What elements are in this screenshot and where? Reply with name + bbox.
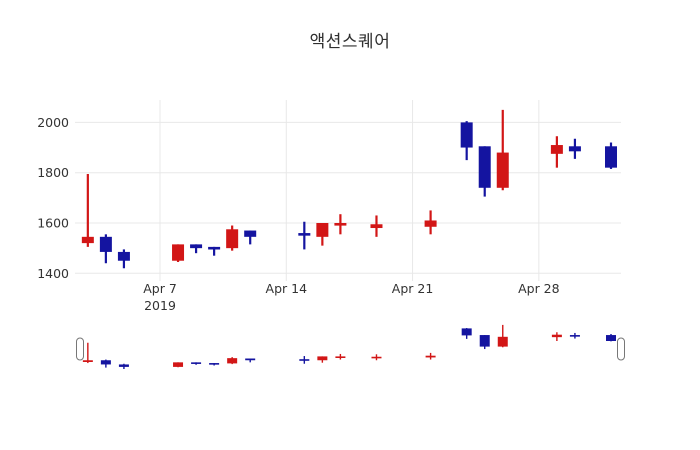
svg-text:Apr 7: Apr 7 [143,281,177,296]
rangeslider-candles [82,324,616,369]
svg-text:1800: 1800 [37,165,69,180]
svg-text:2019: 2019 [144,298,176,313]
rangeslider-left-handle[interactable] [76,337,84,361]
gridlines [75,100,621,281]
svg-text:Apr 28: Apr 28 [518,281,560,296]
plot-area[interactable] [75,100,621,281]
y-axis-labels: 1400 1600 1800 2000 [37,115,69,281]
rangeslider-right-handle[interactable] [617,337,625,361]
main-candles [81,109,617,269]
svg-text:Apr 21: Apr 21 [392,281,434,296]
rangeslider-track[interactable] [75,326,621,372]
svg-text:Apr 14: Apr 14 [266,281,308,296]
svg-text:2000: 2000 [37,115,69,130]
chart-title: 액션스퀘어 [309,32,391,52]
svg-text:1400: 1400 [37,266,69,281]
x-axis-labels: Apr 7 2019 Apr 14 Apr 21 Apr 28 [143,281,559,313]
svg-text:1600: 1600 [37,216,69,231]
